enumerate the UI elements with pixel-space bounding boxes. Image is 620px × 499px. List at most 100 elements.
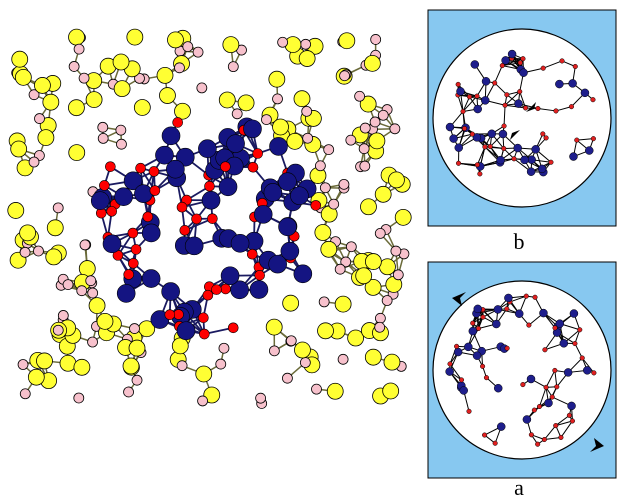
silicon-atom [45,248,63,266]
bridge-atom [535,441,541,447]
silicon-atom [334,295,352,313]
silicon-atom [359,95,377,113]
bond [539,387,547,407]
cage-atom [473,104,482,114]
core-atom [253,205,273,224]
silicon-atom [68,99,85,117]
bridge-atom [526,322,532,328]
bond [457,94,464,112]
cage-atom [493,383,503,393]
bridge-atom [543,384,549,390]
bridge-atom [504,306,510,312]
cage-atom [504,293,513,303]
core-atom [201,190,221,210]
bridge-atom [572,341,578,347]
silicon-atom [10,140,28,158]
oxygen-atom [19,246,31,258]
silicon-atom [374,185,392,203]
silicon-atom [364,279,382,296]
bridge-atom [536,403,543,410]
silicon-atom [7,202,25,219]
panel-label: b [514,229,525,254]
cage-atom [449,134,458,143]
cage-atom [563,368,573,377]
oxygen-atom [319,182,331,194]
silicon-atom [326,382,344,400]
oxygen-atom [374,321,386,333]
red-atom [252,148,263,159]
bridge-atom [574,137,580,143]
oxygen-atom [255,392,267,404]
core-atom [230,280,249,300]
cage-atom [453,347,463,357]
cage-atom [531,145,540,154]
bridge-atom [542,347,548,353]
bridge-atom [558,434,564,440]
oxygen-atom [129,323,140,334]
silicon-atom [68,28,85,46]
bridge-atom [480,314,486,320]
core-atom [218,177,238,197]
silicon-atom [294,341,311,359]
silicon-atom [113,80,131,98]
silicon-atom [126,28,144,46]
cage-atom [472,351,482,360]
bond [543,425,557,440]
bridge-atom [528,432,534,438]
core-atom [134,184,153,203]
bridge-atom [482,144,488,150]
silicon-atom [314,224,332,241]
silicon-atom [218,91,236,109]
core-atom [102,234,122,254]
bond [476,146,486,165]
cage-atom [445,367,454,376]
oxygen-atom [339,70,350,82]
cage-atom [585,146,594,155]
bond [544,436,561,441]
oxygen-atom [76,285,88,297]
silicon-atom [14,68,32,86]
bridge-atom [569,418,575,424]
oxygen-atom [334,263,346,275]
cage-atom [526,167,536,176]
oxygen-atom [337,353,349,365]
cage-atom [496,155,505,165]
cage-atom [537,164,547,174]
silicon-atom [364,253,382,270]
silicon-atom [265,318,283,336]
silicon-atom [88,297,106,315]
bond [543,60,563,69]
bridge-atom [540,65,546,71]
silicon-atom [122,357,140,375]
silicon-atom [167,31,184,49]
oxygen-atom [389,123,401,135]
bond [504,91,521,106]
oxygen-atom [123,386,134,398]
oxygen-atom [381,295,393,306]
oxygen-atom [340,256,352,268]
oxygen-atom [374,312,386,324]
bridge-atom [460,108,466,115]
oxygen-atom [34,113,45,124]
silicon-atom [360,198,377,216]
silicon-atom [317,322,334,340]
bridge-atom [540,131,546,137]
bond [462,95,478,112]
silicon-atom [11,50,29,68]
bond [554,370,558,387]
core-atom [141,223,161,243]
oxygen-atom [328,198,340,210]
bridge-atom [590,136,596,142]
bridge-atom [475,325,482,332]
oxygen-atom [116,138,127,150]
oxygen-atom [227,61,239,73]
bridge-atom [566,412,572,418]
oxygen-atom [196,82,208,94]
core-atom [141,269,161,288]
oxygen-atom [218,342,230,354]
red-atom [202,289,214,301]
oxygen-atom [85,275,97,287]
silicon-atom [46,219,64,237]
red-atom [246,248,258,260]
oxygen-atom [197,395,209,407]
